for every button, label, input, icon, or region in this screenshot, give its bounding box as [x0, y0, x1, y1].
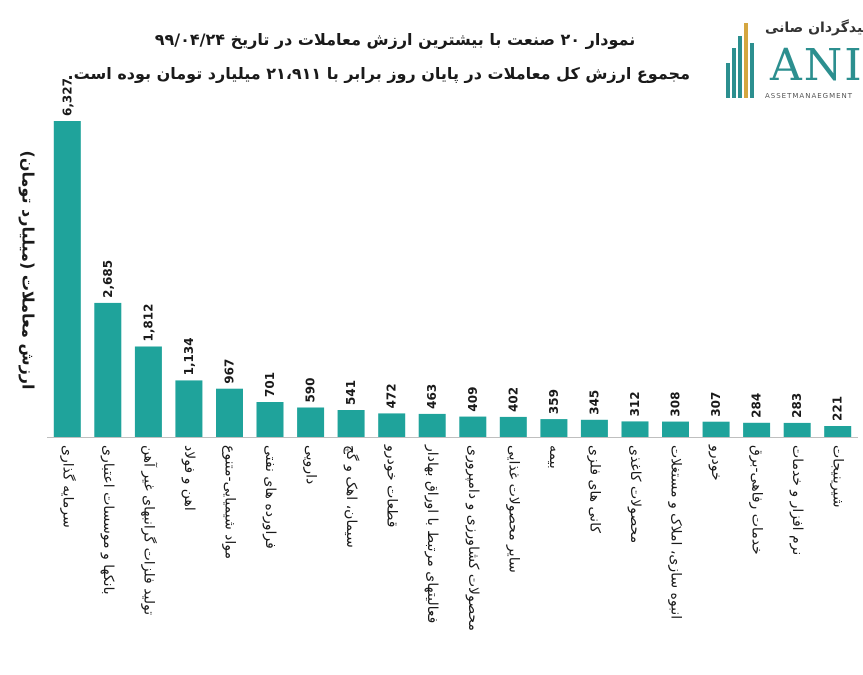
bar	[216, 388, 243, 437]
bar-value-label: 472	[385, 383, 399, 408]
category-label: قطعات خودرو	[384, 444, 400, 527]
category-label: کانی های فلزی	[586, 445, 602, 533]
category-label: خودرو	[708, 444, 724, 481]
bar-value-label: 345	[587, 390, 601, 415]
bar	[297, 407, 325, 437]
bar-value-label: 312	[628, 391, 642, 416]
bar	[134, 346, 162, 437]
company-logo	[726, 23, 754, 98]
category-label: انبوه سازی، املاک و مستغلات	[668, 445, 684, 619]
category-label: تولید فلزات گرانبهای غیر آهن	[140, 445, 157, 615]
category-label: فعالیتهای مرتبط با اوراق بهادار	[424, 444, 440, 623]
bar	[418, 413, 446, 437]
bar-value-label: 967	[222, 359, 236, 384]
bar	[499, 416, 527, 437]
bar-value-label: 1,134	[182, 337, 196, 375]
bar	[662, 421, 689, 437]
category-label: سیمان، اهک و گچ	[343, 445, 360, 548]
category-label: محصولات کشاورزی و دامپروری	[465, 445, 481, 631]
category-label: بیمه	[546, 445, 562, 469]
bar	[783, 422, 811, 437]
bar	[175, 380, 203, 437]
bar	[256, 402, 284, 437]
category-label: نرم افزار و خدمات	[789, 445, 805, 555]
bar-value-label: 701	[263, 372, 277, 397]
category-label: بانکها و موسسات اعتباری	[100, 445, 116, 595]
category-label: دارویی	[303, 445, 319, 484]
bar-value-label: 6,327	[60, 78, 74, 116]
logo-text-ani: ANI	[770, 40, 863, 91]
logo-text-asset: ASSETMANAEGMENT	[765, 92, 854, 100]
category-label: فراورده های نفتی	[262, 445, 278, 549]
bar-value-label: 283	[790, 393, 804, 418]
bar-value-label: 541	[344, 380, 358, 405]
bar	[378, 413, 406, 437]
category-label: اهن و فولاد	[181, 445, 197, 511]
bar-value-label: 463	[425, 384, 439, 409]
bar-value-label: 221	[831, 396, 845, 421]
bar-value-label: 308	[669, 392, 683, 417]
bar	[540, 419, 568, 437]
category-label: شیرینیجات	[830, 445, 846, 508]
bar-value-label: 409	[466, 387, 480, 412]
bar-value-label: 307	[709, 392, 723, 417]
bar-value-label: 2,685	[101, 260, 115, 298]
category-label: مواد شیمیایی-متنوع	[221, 445, 237, 559]
bar-value-label: 1,812	[141, 304, 155, 342]
bar	[580, 419, 608, 437]
bar	[459, 416, 487, 437]
category-label: سایر محصولات غذایی	[505, 445, 521, 573]
chart-title: نمودار ۲۰ صنعت با بیشترین ارزش معاملات د…	[154, 30, 636, 49]
category-label: خدمات رفاهی-برق	[749, 445, 765, 555]
bar	[621, 421, 649, 437]
bar	[743, 422, 771, 437]
bar-value-label: 284	[750, 393, 764, 418]
bar	[824, 426, 852, 437]
bar-value-label: 590	[304, 377, 318, 402]
logo-text-persian: سیدگردان صانی	[765, 20, 863, 36]
bar	[702, 421, 730, 437]
category-label: سرمایه گذاری	[59, 445, 76, 528]
chart-subtitle: مجموع ارزش کل معاملات در پایان روز برابر…	[67, 64, 690, 83]
category-label: محصولات کاغذی	[627, 445, 643, 543]
bar-value-label: 359	[547, 389, 561, 414]
bar	[94, 302, 122, 437]
bar	[53, 121, 81, 437]
bar	[337, 410, 365, 437]
bar-value-label: 402	[506, 387, 520, 412]
